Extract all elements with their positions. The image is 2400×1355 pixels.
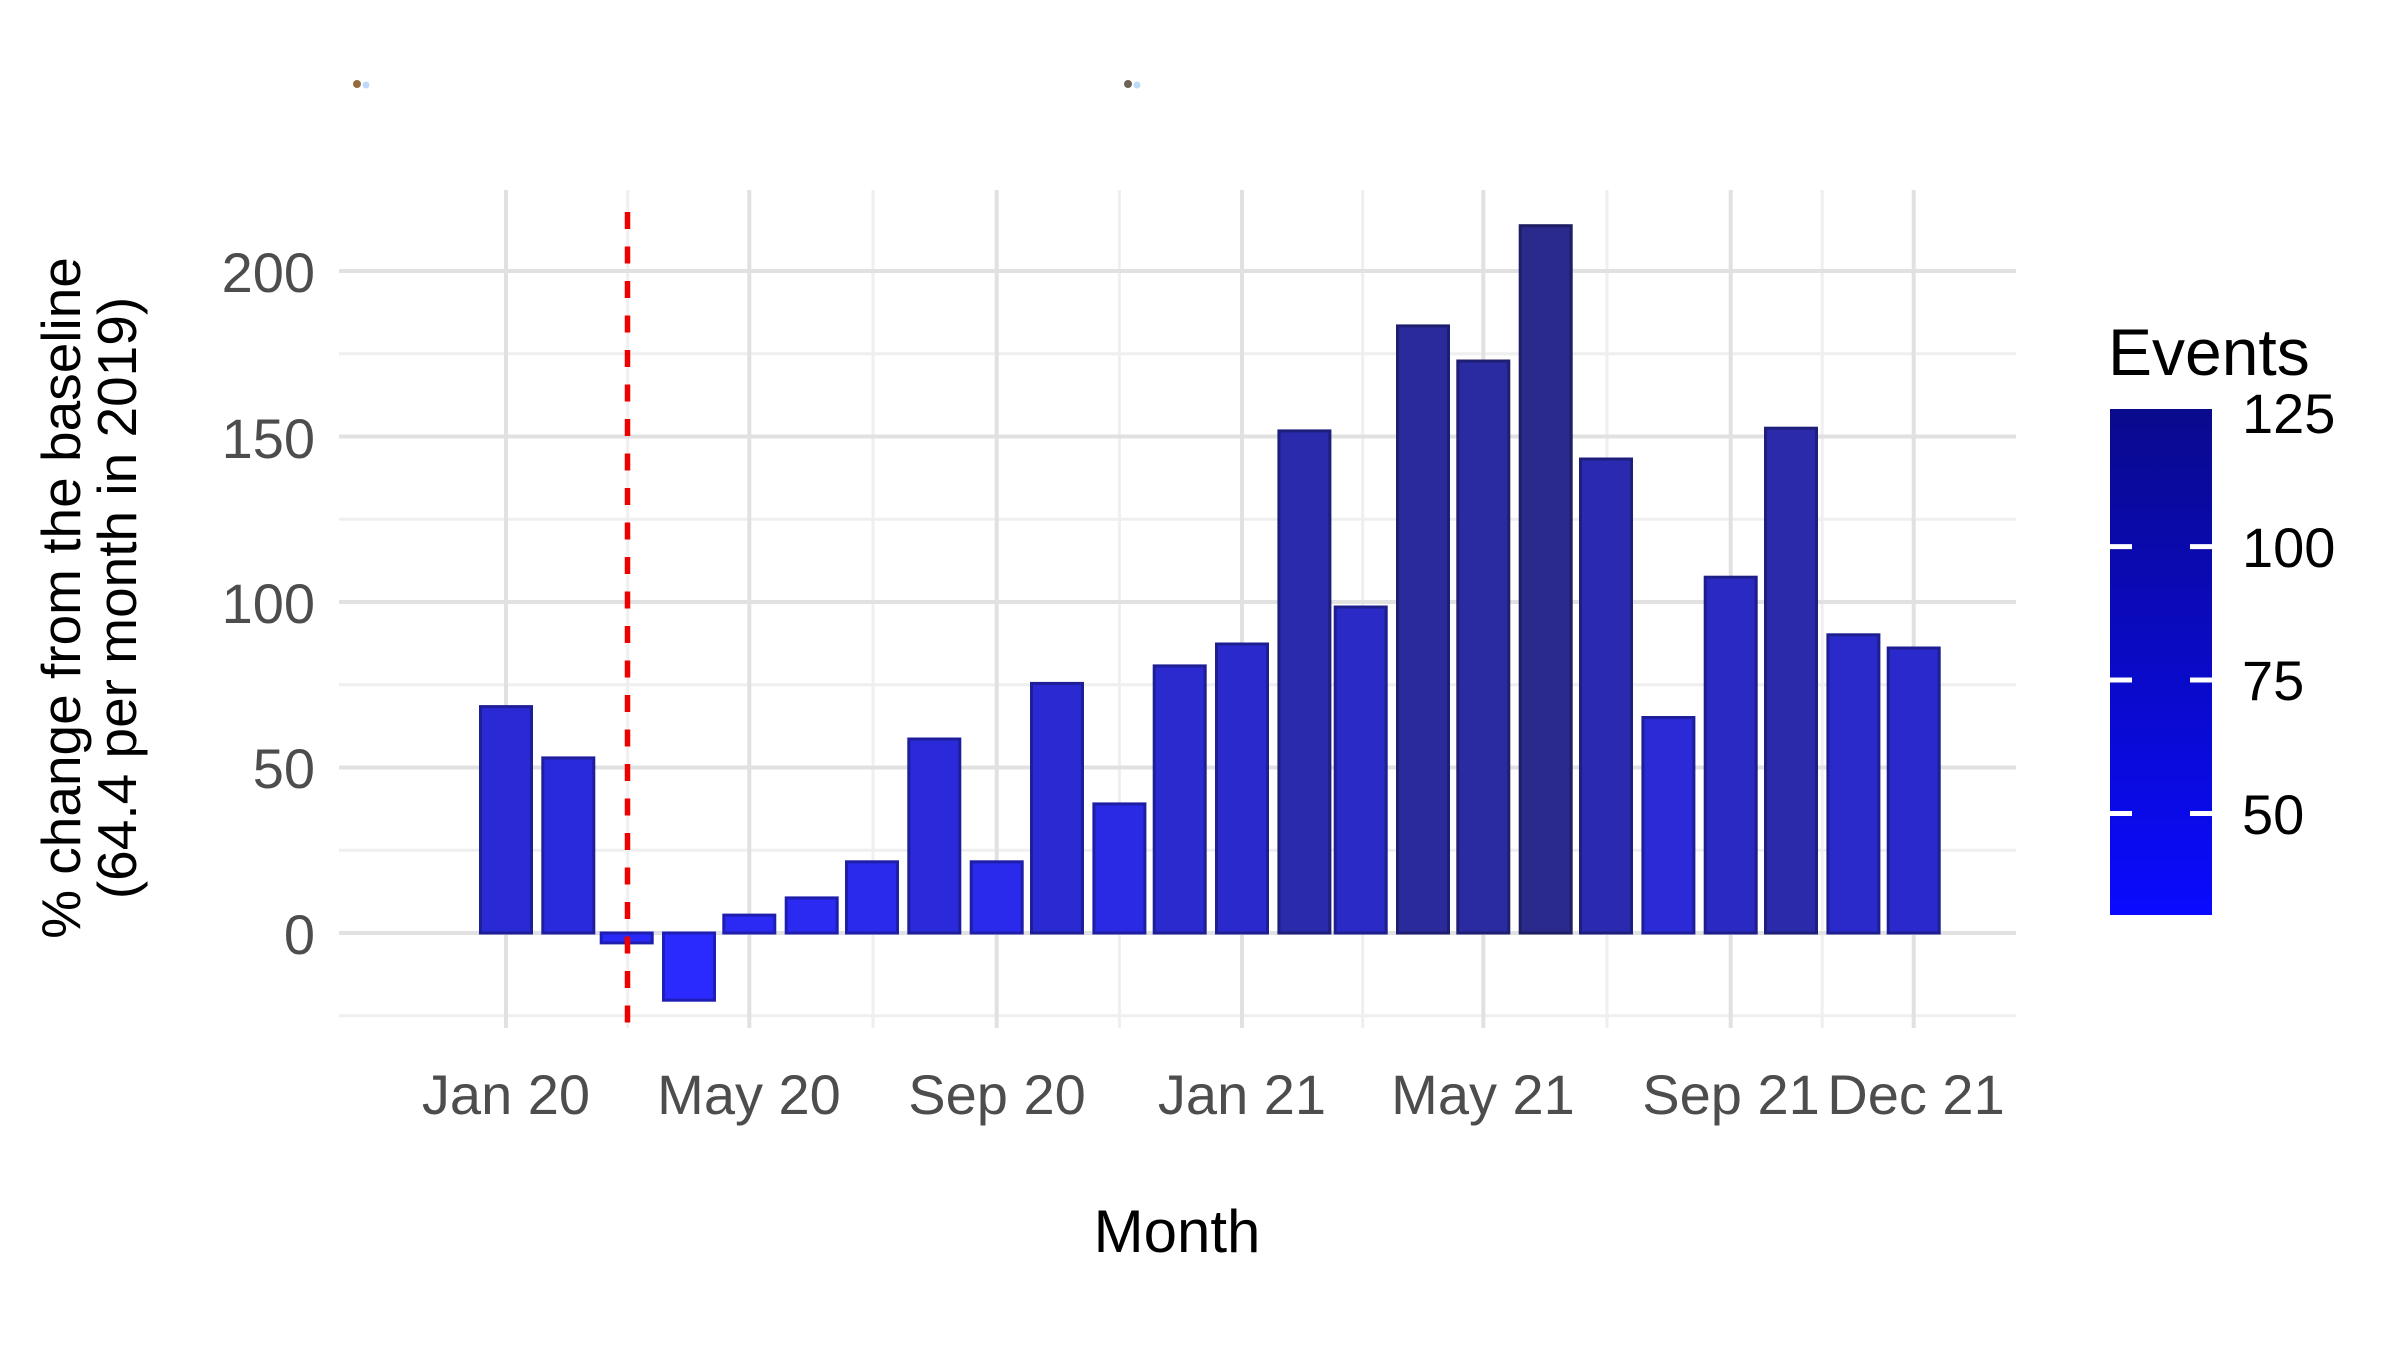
svg-text:50: 50 [2242, 783, 2304, 846]
svg-text:100: 100 [222, 572, 315, 635]
svg-text:Sep 21: Sep 21 [1642, 1063, 1820, 1126]
svg-text:75: 75 [2242, 649, 2304, 712]
svg-text:Events: Events [2108, 315, 2310, 389]
svg-text:% change from the baseline: % change from the baseline [30, 257, 92, 939]
svg-text:125: 125 [2242, 382, 2335, 445]
svg-text:Sep 20: Sep 20 [908, 1063, 1086, 1126]
svg-text:Jan 20: Jan 20 [422, 1063, 590, 1126]
svg-text:Month: Month [1094, 1198, 1261, 1265]
svg-text:Dec 21: Dec 21 [1827, 1063, 2004, 1126]
svg-text:(64.4 per month in 2019): (64.4 per month in 2019) [86, 297, 148, 899]
svg-text:200: 200 [222, 241, 315, 304]
svg-text:May 20: May 20 [657, 1063, 841, 1126]
svg-text:May 21: May 21 [1391, 1063, 1575, 1126]
svg-text:100: 100 [2242, 516, 2335, 579]
svg-text:50: 50 [253, 737, 315, 800]
svg-text:Jan 21: Jan 21 [1158, 1063, 1326, 1126]
svg-text:0: 0 [284, 903, 315, 966]
svg-text:150: 150 [222, 407, 315, 470]
